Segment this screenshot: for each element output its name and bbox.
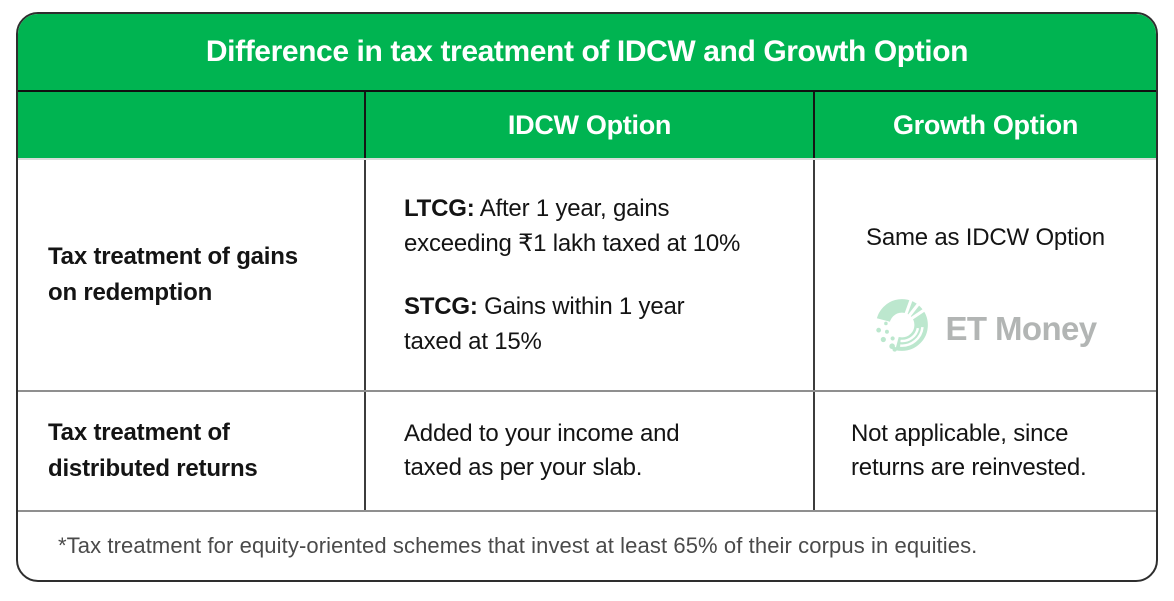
ltcg-term: LTCG: [404,195,475,223]
title-bar: Difference in tax treatment of IDCW and … [18,14,1156,92]
same-as-idcw-text: Same as IDCW Option [866,224,1105,251]
stcg-paragraph: STCG: Gains within 1 year taxed at 15% [404,289,793,359]
tax-comparison-table: Difference in tax treatment of IDCW and … [16,12,1158,582]
page-title: Difference in tax treatment of IDCW and … [205,35,969,68]
header-cell-idcw: IDCW Option [366,92,815,158]
distributed-row-label: Tax treatment of distributed returns [18,392,366,510]
ltcg-paragraph: LTCG: After 1 year, gains exceeding ₹1 l… [404,191,793,261]
footnote-text: *Tax treatment for equity-oriented schem… [58,533,978,558]
etmoney-logo: ET Money [862,290,1097,365]
etmoney-logo-text: ET Money [945,309,1097,347]
gains-idcw-cell: LTCG: After 1 year, gains exceeding ₹1 l… [366,160,815,390]
row-distributed-returns: Tax treatment of distributed returns Add… [18,392,1156,512]
column-header-row: IDCW Option Growth Option [18,92,1156,160]
gains-growth-cell: Same as IDCW Option [815,160,1156,390]
header-cell-growth: Growth Option [815,92,1156,158]
stcg-description: Gains within 1 year taxed at 15% [404,292,685,355]
ltcg-description: After 1 year, gains exceeding ₹1 lakh ta… [404,195,741,258]
growth-column-header: Growth Option [892,109,1079,140]
distributed-growth-cell: Not applicable, since returns are reinve… [851,419,1087,481]
row-gains-on-redemption: Tax treatment of gains on redemption LTC… [18,160,1156,392]
idcw-column-header: IDCW Option [507,109,672,140]
header-cell-blank [18,92,366,158]
distributed-idcw-cell: Added to your income and taxed as per yo… [366,392,815,510]
stcg-term: STCG: [404,292,478,320]
gains-row-label: Tax treatment of gains on redemption [18,160,366,390]
etmoney-logo-icon [862,290,934,365]
footnote-row: *Tax treatment for equity-oriented schem… [18,512,1156,580]
